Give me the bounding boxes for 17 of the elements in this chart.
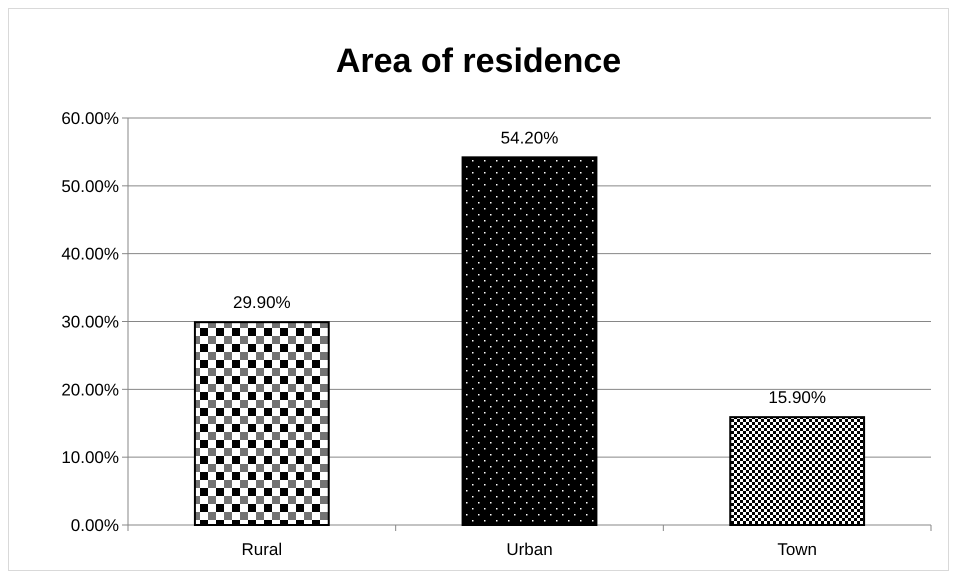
data-label: 29.90% <box>232 293 291 312</box>
chart-title: Area of residence <box>336 42 622 80</box>
y-tick-label: 30.00% <box>61 312 119 332</box>
y-tick-label: 20.00% <box>61 380 119 400</box>
y-tick-label: 40.00% <box>61 244 119 264</box>
bar <box>729 416 866 526</box>
x-tick-label: Town <box>777 540 818 559</box>
bar <box>194 321 330 526</box>
x-tick-label: Urban <box>506 540 553 559</box>
data-label: 54.20% <box>500 128 558 148</box>
y-tick-label: 50.00% <box>61 176 119 196</box>
y-tick-label: 60.00% <box>61 108 119 128</box>
data-label: 15.90% <box>768 388 826 408</box>
x-tick-label: Rural <box>242 540 282 559</box>
bar <box>462 156 598 526</box>
y-tick-label: 10.00% <box>61 448 119 468</box>
y-tick-label: 0.00% <box>70 516 119 535</box>
